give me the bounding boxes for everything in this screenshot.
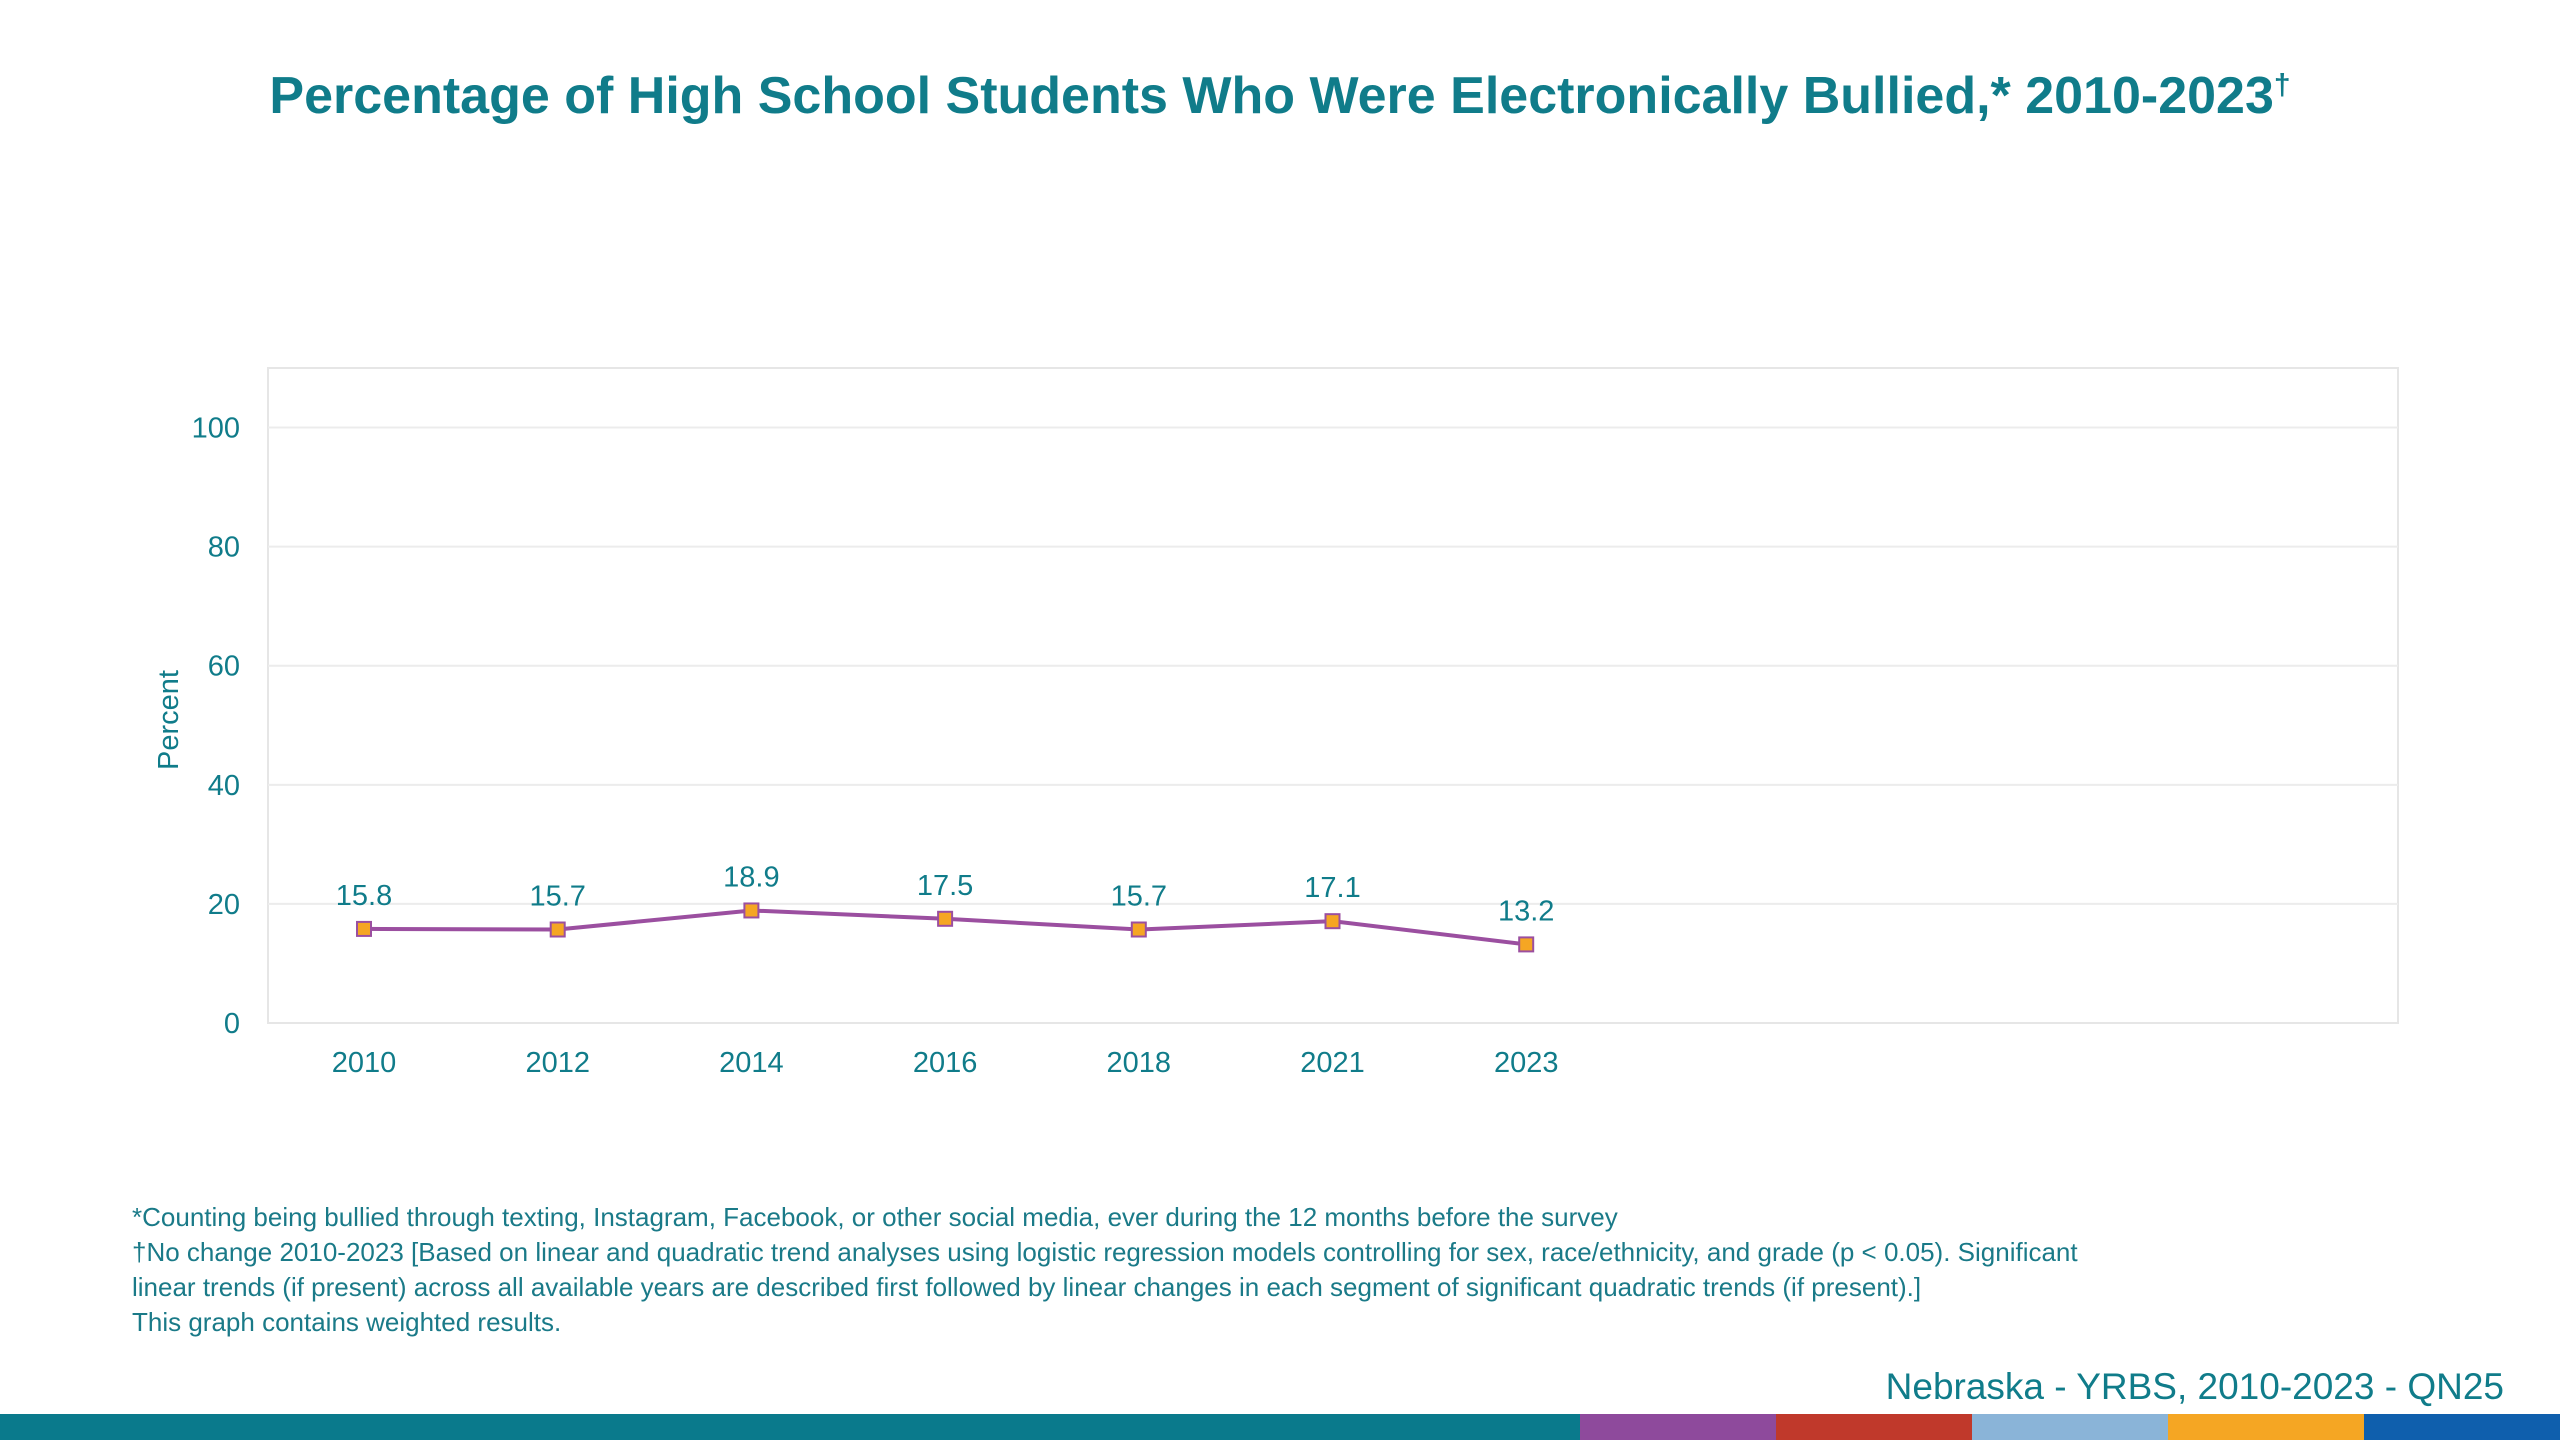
y-tick-label: 40 (208, 770, 240, 802)
data-label: 13.2 (1498, 895, 1554, 927)
footnote-trend-line1: †No change 2010-2023 [Based on linear an… (132, 1237, 2078, 1267)
data-point (1130, 921, 1147, 938)
bottom-color-bar (0, 1414, 2560, 1440)
chart-title-dagger: † (2273, 68, 2291, 102)
x-tick-label: 2021 (1300, 1047, 1365, 1079)
y-axis-label: Percent (153, 670, 185, 770)
x-tick-label: 2023 (1494, 1047, 1559, 1079)
y-tick-label: 20 (208, 889, 240, 921)
y-axis-ticks: 0 20 40 60 80 100 (192, 413, 240, 1040)
x-tick-label: 2016 (913, 1047, 978, 1079)
bottom-bar-segment (0, 1414, 1580, 1440)
data-point (1518, 936, 1535, 953)
data-label: 17.1 (1304, 872, 1360, 904)
footnote-weighted: This graph contains weighted results. (132, 1307, 562, 1337)
data-point (549, 921, 566, 938)
x-axis-ticks: 2010 2012 2014 2016 2018 2021 2023 (332, 1047, 1559, 1079)
x-tick-label: 2018 (1107, 1047, 1172, 1079)
data-label: 15.7 (1111, 881, 1167, 913)
bottom-bar-segment (2364, 1414, 2560, 1440)
bottom-bar-segment (1580, 1414, 1776, 1440)
y-tick-label: 60 (208, 651, 240, 683)
footnotes: *Counting being bullied through texting,… (132, 1200, 2352, 1340)
bottom-bar-segment (1776, 1414, 1972, 1440)
footnote-definition: *Counting being bullied through texting,… (132, 1202, 1618, 1232)
data-point (743, 902, 760, 919)
data-label: 18.9 (723, 861, 779, 893)
data-point (356, 920, 372, 937)
source-label: Nebraska - YRBS, 2010-2023 - QN25 (1885, 1366, 2504, 1407)
x-tick-label: 2014 (719, 1047, 784, 1079)
x-tick-label: 2010 (332, 1047, 397, 1079)
data-labels: 15.8 15.7 18.9 17.5 15.7 17.1 13.2 (336, 861, 1555, 927)
gridlines (268, 426, 2398, 905)
data-label: 15.8 (336, 880, 392, 912)
chart-title: Percentage of High School Students Who W… (0, 66, 2560, 126)
y-tick-label: 80 (208, 532, 240, 564)
y-tick-label: 0 (224, 1008, 240, 1040)
x-tick-label: 2012 (525, 1047, 590, 1079)
data-label: 15.7 (529, 881, 585, 913)
data-point (937, 910, 954, 927)
footnote-trend-line2: linear trends (if present) across all av… (132, 1272, 1922, 1302)
y-tick-label: 100 (192, 413, 240, 445)
bottom-bar-segment (2168, 1414, 2364, 1440)
bottom-bar-segment (1972, 1414, 2168, 1440)
chart-title-text: Percentage of High School Students Who W… (269, 67, 2274, 125)
data-label: 17.5 (917, 870, 973, 902)
series-group (356, 902, 1535, 953)
data-point (1324, 913, 1341, 930)
